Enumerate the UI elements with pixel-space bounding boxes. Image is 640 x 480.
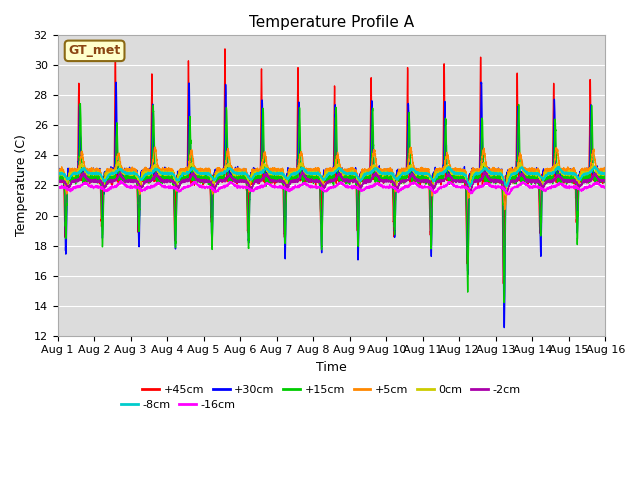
-16cm: [601, 184, 609, 190]
-16cm: [117, 178, 125, 183]
+15cm: [500, 300, 508, 305]
+5cm: [601, 165, 609, 170]
Line: -2cm: -2cm: [58, 172, 605, 193]
+30cm: [54, 175, 61, 181]
+30cm: [602, 165, 609, 171]
Title: Temperature Profile A: Temperature Profile A: [249, 15, 414, 30]
+45cm: [311, 176, 319, 181]
Y-axis label: Temperature (C): Temperature (C): [15, 134, 28, 237]
0cm: [601, 170, 609, 176]
-8cm: [602, 170, 609, 176]
0cm: [311, 169, 319, 175]
Line: -8cm: -8cm: [58, 167, 605, 186]
+5cm: [602, 168, 609, 174]
+45cm: [454, 175, 462, 181]
-8cm: [485, 168, 493, 174]
Line: +15cm: +15cm: [58, 104, 605, 302]
0cm: [115, 158, 122, 164]
+45cm: [54, 175, 61, 181]
+45cm: [424, 176, 432, 182]
+30cm: [601, 166, 609, 172]
-8cm: [424, 170, 431, 176]
-2cm: [424, 177, 431, 183]
+30cm: [485, 172, 493, 178]
-8cm: [454, 171, 462, 177]
0cm: [501, 192, 509, 198]
X-axis label: Time: Time: [316, 361, 347, 374]
-8cm: [54, 171, 61, 177]
-8cm: [311, 170, 319, 176]
-8cm: [601, 172, 609, 178]
+30cm: [424, 168, 431, 173]
+5cm: [54, 168, 61, 173]
+45cm: [221, 46, 228, 52]
-2cm: [485, 176, 493, 181]
-2cm: [152, 170, 160, 176]
Line: +45cm: +45cm: [58, 49, 605, 284]
-16cm: [311, 184, 319, 190]
+5cm: [485, 170, 493, 176]
0cm: [424, 170, 432, 176]
-2cm: [54, 179, 61, 185]
+15cm: [152, 176, 160, 182]
+30cm: [454, 172, 462, 178]
0cm: [485, 169, 493, 175]
+30cm: [500, 325, 508, 331]
0cm: [454, 172, 462, 178]
Line: -16cm: -16cm: [58, 180, 605, 195]
+5cm: [424, 168, 432, 174]
Line: +5cm: +5cm: [58, 147, 605, 209]
-2cm: [454, 178, 462, 184]
+15cm: [77, 101, 84, 107]
+5cm: [311, 167, 319, 172]
-16cm: [152, 181, 160, 187]
+5cm: [152, 149, 160, 155]
Legend: -8cm, -16cm: -8cm, -16cm: [116, 395, 239, 414]
-16cm: [504, 192, 511, 198]
Text: GT_met: GT_met: [68, 44, 121, 57]
+30cm: [477, 79, 485, 85]
-16cm: [424, 184, 432, 190]
0cm: [54, 170, 61, 176]
+45cm: [601, 177, 609, 182]
+45cm: [152, 175, 160, 180]
-16cm: [602, 184, 609, 190]
-2cm: [480, 169, 488, 175]
+15cm: [485, 175, 493, 180]
+15cm: [602, 172, 609, 178]
-2cm: [602, 178, 609, 184]
+45cm: [485, 174, 493, 180]
0cm: [152, 165, 160, 170]
-16cm: [54, 184, 61, 190]
0cm: [602, 170, 609, 176]
+30cm: [152, 171, 160, 177]
+15cm: [54, 172, 61, 178]
-16cm: [485, 181, 493, 187]
+45cm: [499, 281, 507, 287]
-8cm: [466, 183, 474, 189]
+15cm: [424, 179, 432, 184]
-16cm: [454, 184, 462, 190]
+5cm: [501, 206, 509, 212]
-2cm: [311, 180, 319, 185]
+15cm: [601, 175, 609, 180]
+30cm: [311, 172, 319, 178]
+15cm: [454, 172, 462, 178]
+5cm: [151, 144, 159, 150]
-8cm: [152, 167, 160, 172]
-8cm: [591, 164, 599, 169]
Line: +30cm: +30cm: [58, 82, 605, 328]
+5cm: [454, 167, 462, 173]
+45cm: [602, 172, 609, 178]
+15cm: [311, 174, 319, 180]
-2cm: [502, 191, 510, 196]
Line: 0cm: 0cm: [58, 161, 605, 195]
-2cm: [601, 179, 609, 184]
